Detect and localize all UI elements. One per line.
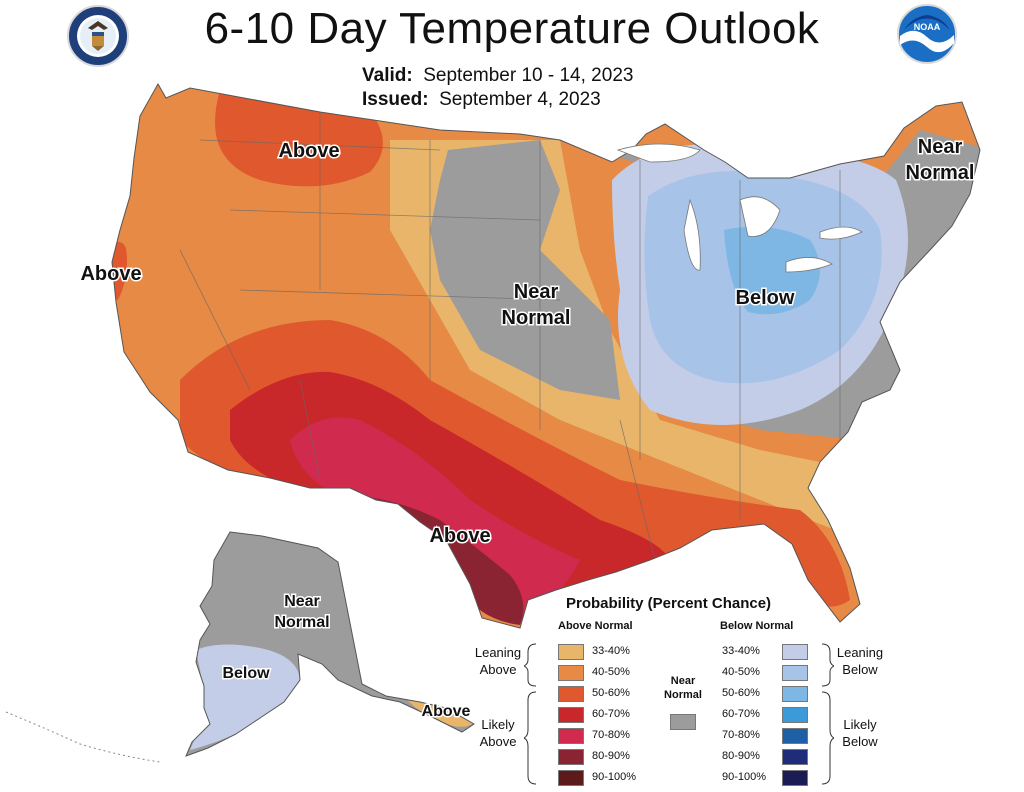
legend-near-normal-swatch [670,714,696,730]
label-ak-near-2: Normal [274,614,329,631]
legend-above-label-7: 90-100% [592,771,637,783]
ak-below [190,644,300,750]
legend-above-label-6: 80-90% [592,750,630,762]
legend-below-swatch-7 [782,770,808,786]
region-below-50-60 [724,226,820,315]
label-ak-below: Below [222,665,270,682]
legend-above-swatch-3 [558,686,584,702]
legend-leaning-above: Leaning Above [470,644,526,678]
label-ak-above: Above [422,703,471,720]
label-above-nw: Above [278,140,339,162]
legend-above-header: Above Normal [558,620,633,632]
legend-above-label-3: 50-60% [592,687,630,699]
legend-below-swatch-4 [782,707,808,723]
issued-value: September 4, 2023 [439,89,601,110]
noaa-logo-icon: NOAA [897,4,957,64]
legend-title: Probability (Percent Chance) [566,595,772,612]
region-near-normal-plains [430,140,620,400]
legend-brace-right [821,643,834,785]
legend-leaning-above-line1: Leaning [474,645,522,660]
label-near-normal-central-2: Normal [502,307,571,329]
legend-brace-left [524,643,537,785]
legend-below-label-7: 90-100% [722,771,767,783]
issued-label: Issued: [362,89,429,110]
valid-label: Valid: [362,65,413,86]
legend-likely-below: Likely Below [832,716,888,750]
legend-leaning-below-line1: Leaning [836,645,884,660]
state-boundaries [179,110,841,581]
legend-likely-above-line1: Likely [481,717,515,732]
page-title: 6-10 Day Temperature Outlook [204,4,820,53]
label-above-ca: Above [80,263,141,285]
great-lakes [616,143,863,273]
legend: Probability (Percent Chance) Above Norma… [470,592,890,792]
legend-above-swatch-6 [558,749,584,765]
aleutian-islands [5,711,161,763]
us-outline [111,82,981,629]
legend-likely-above: Likely Above [470,716,526,750]
legend-near-normal-line1: Near [670,675,696,687]
legend-below-label-3: 50-60% [722,687,760,699]
legend-likely-above-line2: Above [479,734,517,749]
commerce-seal-icon [67,5,129,67]
legend-above-swatch-1 [558,644,584,660]
legend-leaning-below: Leaning Below [832,644,888,678]
legend-near-normal: Near Normal [656,674,710,702]
legend-above-label-1: 33-40% [592,645,630,657]
label-near-normal-ne-1: Near [918,136,963,158]
issued-line: Issued: September 4, 2023 [362,88,633,112]
label-below-east: Below [736,287,795,309]
valid-line: Valid: September 10 - 14, 2023 [362,64,633,88]
legend-above-swatch-7 [558,770,584,786]
legend-likely-below-line2: Below [842,734,878,749]
label-above-tx: Above [429,525,490,547]
label-near-normal-ne-2: Normal [906,162,975,184]
noaa-logo-text: NOAA [914,22,941,32]
legend-below-swatch-1 [782,644,808,660]
legend-below-swatch-5 [782,728,808,744]
legend-likely-below-line1: Likely [843,717,877,732]
legend-below-label-2: 40-50% [722,666,760,678]
legend-leaning-below-line2: Below [842,662,878,677]
legend-below-label-1: 33-40% [722,645,760,657]
legend-below-label-5: 70-80% [722,729,760,741]
legend-above-label-2: 40-50% [592,666,630,678]
legend-leaning-above-line2: Above [479,662,517,677]
legend-below-swatch-2 [782,665,808,681]
valid-value: September 10 - 14, 2023 [423,65,634,86]
label-ak-near-1: Near [284,593,320,610]
legend-below-label-6: 80-90% [722,750,760,762]
legend-below-header: Below Normal [720,620,794,632]
legend-above-swatch-2 [558,665,584,681]
legend-above-swatch-4 [558,707,584,723]
legend-below-swatch-6 [782,749,808,765]
legend-below-label-4: 60-70% [722,708,760,720]
legend-above-label-5: 70-80% [592,729,630,741]
dates-block: Valid: September 10 - 14, 2023 Issued: S… [362,64,633,112]
region-above-50-60-ca [112,241,127,300]
legend-above-swatch-5 [558,728,584,744]
legend-above-label-4: 60-70% [592,708,630,720]
legend-below-swatch-3 [782,686,808,702]
label-near-normal-central-1: Near [514,281,559,303]
legend-near-normal-line2: Normal [664,689,702,701]
alaska-outline [185,531,475,757]
